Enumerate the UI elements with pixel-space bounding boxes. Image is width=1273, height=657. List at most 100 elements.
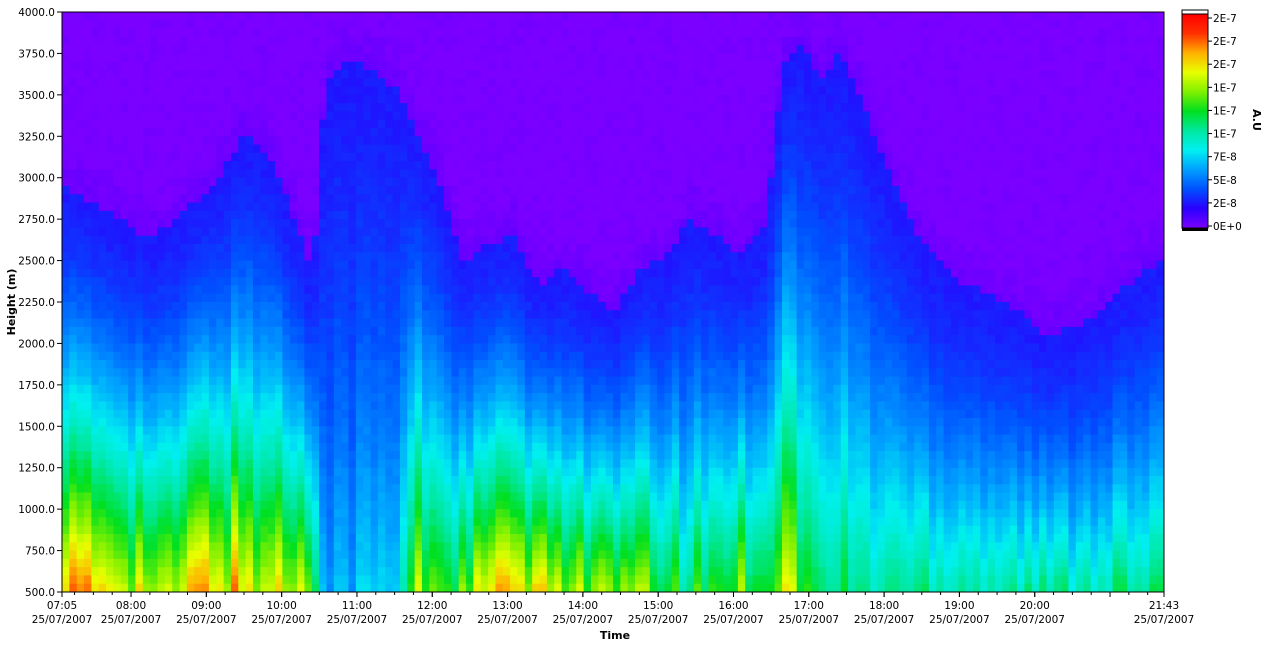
- heatmap-cell: [561, 558, 570, 568]
- heatmap-cell: [488, 459, 497, 469]
- heatmap-cell: [297, 500, 306, 510]
- heatmap-cell: [304, 260, 313, 270]
- heatmap-cell: [120, 152, 129, 162]
- heatmap-cell: [444, 210, 452, 220]
- heatmap-cell: [576, 277, 585, 287]
- heatmap-cell: [429, 103, 438, 113]
- heatmap-cell: [319, 467, 328, 477]
- heatmap-cell: [377, 94, 386, 104]
- heatmap-cell: [253, 152, 261, 162]
- heatmap-cell: [488, 575, 497, 585]
- heatmap-cell: [260, 194, 269, 204]
- heatmap-cell: [451, 542, 460, 552]
- heatmap-cell: [510, 409, 519, 419]
- heatmap-cell: [370, 244, 379, 253]
- heatmap-cell: [179, 434, 188, 444]
- heatmap-cell: [120, 484, 129, 494]
- heatmap-cell: [216, 343, 225, 353]
- heatmap-cell: [576, 451, 585, 461]
- heatmap-cell: [466, 152, 475, 162]
- heatmap-cell: [106, 136, 115, 146]
- heatmap-cell: [554, 177, 563, 187]
- heatmap-cell: [62, 492, 70, 502]
- heatmap-cell: [120, 476, 129, 485]
- heatmap-cell: [194, 351, 203, 361]
- heatmap-cell: [297, 119, 306, 129]
- heatmap-cell: [297, 244, 306, 253]
- heatmap-cell: [150, 326, 159, 336]
- heatmap-cell: [179, 509, 188, 519]
- heatmap-cell: [385, 86, 394, 96]
- heatmap-cell: [297, 525, 306, 535]
- heatmap-cell: [407, 277, 416, 287]
- heatmap-cell: [230, 459, 239, 469]
- heatmap-cell: [289, 542, 298, 552]
- heatmap-cell: [150, 252, 159, 262]
- heatmap-cell: [128, 409, 137, 419]
- heatmap-cell: [532, 227, 541, 237]
- heatmap-cell: [253, 128, 261, 137]
- heatmap-cell: [135, 360, 144, 369]
- heatmap-cell: [164, 36, 173, 46]
- heatmap-cell: [62, 227, 70, 237]
- heatmap-cell: [120, 103, 129, 113]
- heatmap-cell: [289, 194, 298, 204]
- heatmap-cell: [304, 302, 313, 311]
- heatmap-cell: [392, 128, 401, 137]
- heatmap-cell: [539, 418, 548, 427]
- heatmap-cell: [370, 70, 379, 79]
- heatmap-cell: [157, 500, 166, 510]
- heatmap-cell: [355, 393, 364, 403]
- heatmap-cell: [230, 161, 239, 171]
- heatmap-cell: [370, 534, 379, 543]
- heatmap-cell: [76, 111, 85, 121]
- heatmap-cell: [444, 136, 452, 146]
- heatmap-cell: [385, 442, 394, 452]
- heatmap-cell: [208, 525, 217, 535]
- heatmap-cell: [355, 169, 364, 179]
- heatmap-cell: [458, 20, 467, 30]
- heatmap-cell: [399, 476, 408, 485]
- heatmap-cell: [392, 169, 401, 179]
- heatmap-cell: [444, 558, 452, 568]
- heatmap-cell: [157, 194, 166, 204]
- heatmap-cell: [275, 20, 283, 30]
- heatmap-cell: [304, 351, 313, 361]
- heatmap-cell: [238, 285, 247, 295]
- heatmap-cell: [157, 509, 166, 519]
- heatmap-cell: [208, 302, 217, 311]
- heatmap-cell: [113, 351, 122, 361]
- heatmap-cell: [399, 525, 408, 535]
- heatmap-cell: [311, 550, 320, 560]
- heatmap-cell: [554, 277, 563, 287]
- heatmap-cell: [267, 567, 276, 577]
- heatmap-cell: [216, 28, 225, 38]
- heatmap-cell: [297, 393, 306, 403]
- heatmap-cell: [186, 500, 195, 510]
- heatmap-cell: [502, 343, 511, 353]
- heatmap-cell: [546, 61, 555, 71]
- heatmap-cell: [517, 484, 526, 494]
- heatmap-cell: [150, 235, 159, 245]
- heatmap-cell: [385, 484, 394, 494]
- heatmap-cell: [436, 194, 445, 204]
- heatmap-cell: [392, 376, 401, 386]
- heatmap-cell: [583, 70, 592, 79]
- heatmap-cell: [561, 451, 570, 461]
- heatmap-cell: [297, 53, 306, 63]
- heatmap-cell: [216, 326, 225, 336]
- heatmap-cell: [253, 467, 261, 477]
- heatmap-cell: [414, 285, 423, 295]
- heatmap-cell: [458, 103, 467, 113]
- heatmap-cell: [238, 186, 247, 195]
- heatmap-cell: [289, 119, 298, 129]
- heatmap-cell: [554, 409, 563, 419]
- heatmap-cell: [84, 434, 92, 444]
- heatmap-cell: [98, 509, 107, 519]
- heatmap-cell: [377, 111, 386, 121]
- heatmap-cell: [157, 467, 166, 477]
- heatmap-cell: [164, 227, 173, 237]
- heatmap-cell: [201, 202, 210, 212]
- heatmap-cell: [289, 525, 298, 535]
- heatmap-cell: [311, 302, 320, 311]
